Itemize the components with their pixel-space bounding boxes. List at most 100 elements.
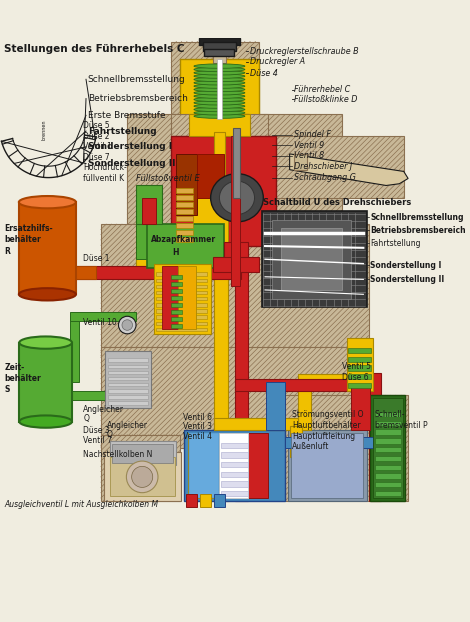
Bar [285, 437, 373, 448]
Bar [171, 136, 276, 246]
Text: Düse 4: Düse 4 [250, 68, 278, 78]
Bar [188, 433, 219, 498]
Bar [193, 193, 228, 246]
Bar [375, 439, 401, 443]
Text: Sonderstellung I: Sonderstellung I [88, 142, 172, 151]
Bar [348, 356, 371, 362]
Bar [171, 303, 182, 307]
Text: Sonderstellung II: Sonderstellung II [370, 275, 445, 284]
Bar [235, 379, 376, 391]
Bar [19, 202, 76, 294]
Bar [281, 228, 342, 290]
Bar [136, 254, 217, 266]
Text: Druckregler A: Druckregler A [250, 57, 305, 66]
Bar [298, 374, 368, 386]
Bar [178, 266, 196, 330]
Text: Fahrtstellung: Fahrtstellung [370, 239, 421, 248]
Bar [290, 426, 302, 457]
Bar [221, 481, 248, 486]
Bar [156, 297, 207, 300]
Bar [70, 316, 79, 382]
Bar [156, 291, 207, 294]
Text: Düse 6: Düse 6 [342, 373, 369, 382]
Bar [221, 491, 248, 496]
Ellipse shape [194, 107, 245, 112]
Bar [214, 418, 302, 430]
Text: Düse 3: Düse 3 [83, 426, 110, 435]
Bar [175, 195, 193, 200]
Bar [142, 198, 156, 224]
Text: Düse 5: Düse 5 [83, 121, 110, 131]
Ellipse shape [19, 337, 72, 349]
Circle shape [126, 461, 158, 493]
Bar [171, 296, 182, 300]
Bar [375, 429, 401, 435]
Bar [348, 383, 371, 388]
Ellipse shape [219, 181, 255, 215]
Text: Ventil 10: Ventil 10 [83, 318, 117, 327]
Bar [221, 471, 248, 477]
Bar [291, 433, 363, 498]
Text: Sonderstellung I: Sonderstellung I [370, 261, 442, 270]
Text: Außenluft: Außenluft [292, 442, 329, 451]
Ellipse shape [194, 67, 245, 72]
Bar [214, 494, 225, 507]
Text: Hauptluftbehälter: Hauptluftbehälter [292, 422, 361, 430]
Text: Füllstoßklinke D: Füllstoßklinke D [294, 95, 357, 104]
Bar [101, 347, 368, 448]
Ellipse shape [194, 111, 245, 115]
Bar [184, 430, 285, 501]
Bar [375, 465, 401, 470]
Bar [66, 266, 242, 279]
Text: Sonderstellung II: Sonderstellung II [88, 159, 175, 168]
Bar [171, 317, 182, 321]
Bar [112, 443, 173, 463]
Text: behälter: behälter [4, 374, 41, 383]
Bar [110, 441, 175, 465]
Bar [108, 358, 149, 362]
Ellipse shape [211, 174, 263, 222]
Ellipse shape [194, 84, 245, 88]
Text: R: R [4, 247, 10, 256]
Bar [348, 348, 371, 353]
Bar [370, 395, 406, 501]
Text: Führerhebel C: Führerhebel C [294, 85, 350, 95]
Ellipse shape [19, 288, 76, 300]
Text: Ventil 5: Ventil 5 [342, 362, 371, 371]
Bar [221, 452, 248, 458]
Text: Q: Q [107, 430, 113, 439]
Bar [203, 42, 236, 51]
Bar [70, 312, 136, 321]
Bar [219, 433, 248, 498]
Text: Betriebsbremsbereich: Betriebsbremsbereich [88, 94, 188, 103]
Ellipse shape [194, 64, 245, 68]
Bar [175, 237, 193, 242]
Bar [351, 386, 370, 430]
Bar [175, 216, 193, 221]
Text: Ausgleichventil L mit Ausgleichkolben M: Ausgleichventil L mit Ausgleichkolben M [4, 501, 158, 509]
Ellipse shape [19, 415, 72, 428]
Bar [298, 382, 311, 430]
Polygon shape [290, 154, 408, 185]
Bar [175, 230, 193, 234]
Bar [136, 218, 149, 266]
Ellipse shape [194, 81, 245, 85]
Bar [171, 324, 182, 328]
Bar [19, 343, 72, 422]
Text: Düse 2: Düse 2 [83, 132, 110, 141]
Text: Strömungsventil O: Strömungsventil O [292, 410, 364, 419]
Text: Erste Bremsstufe: Erste Bremsstufe [88, 111, 165, 120]
Bar [197, 154, 224, 198]
Ellipse shape [194, 101, 245, 105]
Bar [171, 275, 182, 279]
Bar [221, 462, 248, 467]
Bar [294, 154, 307, 170]
Text: Zeit-: Zeit- [4, 363, 24, 372]
Text: Betriebsbremsbereich: Betriebsbremsbereich [370, 226, 466, 234]
Bar [375, 491, 401, 496]
Ellipse shape [194, 91, 245, 95]
Bar [188, 114, 250, 136]
Bar [175, 188, 193, 193]
Bar [103, 452, 181, 501]
Bar [375, 420, 401, 426]
